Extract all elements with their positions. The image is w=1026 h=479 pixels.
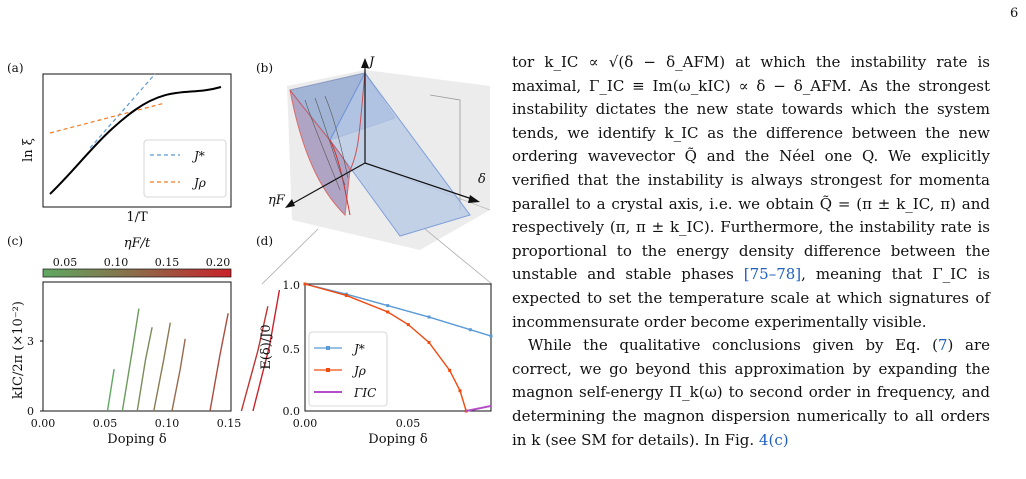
panel-d-xlabel: Doping δ	[368, 432, 428, 447]
panel-c-colorbar-label: ηF/t	[124, 236, 151, 251]
panel-d-legend-jstar: J*	[351, 342, 365, 356]
panel-d-marker	[448, 368, 452, 372]
panel-c-series-7	[252, 289, 281, 412]
panel-d-frame	[304, 283, 492, 412]
panel-d-xtick-1: 0.05	[396, 417, 421, 430]
panel-c-series-2	[136, 327, 153, 412]
panel-c-xlabel: Doping δ	[107, 432, 167, 447]
paragraph-2-mid: ) are correct, we go beyond this approxi…	[512, 336, 990, 449]
panel-c-series-0	[106, 369, 115, 412]
panel-c-xtick-3: 0.15	[217, 417, 242, 430]
figure-svg: (a) ln ξ 1/T J* Jρ (b) J δ ηF (c) ηF/t 0…	[7, 55, 493, 447]
panel-d-marker	[406, 323, 410, 327]
panel-c-series-4	[171, 338, 186, 412]
panel-d-marker	[458, 389, 462, 393]
panel-c-frame	[42, 281, 232, 412]
colorbar-tick-2: 0.15	[155, 256, 180, 269]
panel-a-legend-jrho: Jρ	[191, 176, 206, 190]
page-number: 6	[1010, 6, 1019, 21]
zoom-guide-left	[261, 228, 319, 285]
panel-b-axis-eta: ηF	[268, 193, 286, 208]
panel-d-marker	[468, 328, 472, 332]
panel-c-xticks: 0.00 0.05 0.10 0.15	[31, 417, 242, 430]
panel-d-series-0	[304, 283, 492, 337]
panel-a-jrho-line	[49, 102, 166, 134]
panel-c-lines	[106, 289, 281, 412]
zoom-guide-right	[424, 228, 493, 285]
panel-a-xi-curve	[49, 86, 222, 195]
panel-a-frame	[42, 73, 232, 208]
panel-d-legend-jstar-marker	[326, 346, 330, 350]
paragraph-2-start: While the qualitative conclusions given …	[528, 336, 938, 355]
panel-d-marker	[303, 282, 307, 286]
paragraph-1-text: tor k_IC ∝ √(δ − δ_AFM) at which the ins…	[512, 53, 990, 284]
panel-d-lines	[303, 282, 493, 413]
panel-a-legend	[143, 139, 227, 198]
panel-b-label: (b)	[256, 61, 273, 75]
paragraph-1: tor k_IC ∝ √(δ − δ_AFM) at which the ins…	[512, 51, 990, 334]
citation-link[interactable]: [75–78]	[743, 265, 802, 284]
colorbar-tick-1: 0.10	[104, 256, 129, 269]
panel-c-series-1	[121, 308, 140, 412]
panel-a-jstar-line	[89, 73, 156, 149]
panel-d-series-2	[465, 404, 492, 412]
panel-d-marker	[489, 334, 493, 338]
panel-d-series-1	[304, 283, 467, 412]
panel-a-ylabel: ln ξ	[21, 138, 36, 162]
panel-c-xtick-0: 0.00	[31, 417, 56, 430]
panel-d-ytick-1: 1.0	[283, 279, 301, 292]
panel-c-label: (c)	[7, 234, 23, 248]
panel-d-marker	[427, 315, 431, 319]
paragraph-1-end: , meaning that Γ_IC is expected to set t…	[512, 265, 990, 331]
equation-link[interactable]: 7	[937, 336, 948, 355]
panel-d-legend	[308, 331, 388, 407]
panel-c-colorbar-ticks: 0.05 0.10 0.15 0.20	[53, 256, 231, 269]
panel-d-legend-gamma: ΓIC	[353, 386, 376, 400]
panel-c-xtick-2: 0.10	[155, 417, 180, 430]
panel-c-series-3	[153, 322, 171, 412]
panel-b-3d-plot	[285, 58, 491, 250]
panel-d-marker	[427, 340, 431, 344]
figure-link[interactable]: 4(c)	[758, 430, 789, 449]
panel-c-colorbar	[42, 268, 232, 278]
figure-4: (a) ln ξ 1/T J* Jρ (b) J δ ηF (c) ηF/t 0…	[0, 0, 500, 479]
panel-d-yticks: 1.0 0.5 0.0	[283, 279, 301, 418]
panel-d-ytick-05: 0.5	[283, 343, 301, 356]
panel-d-label: (d)	[256, 234, 273, 248]
panel-d-legend-jrho-marker	[326, 368, 330, 372]
panel-b-axis-j: J	[366, 55, 375, 70]
paragraph-2: While the qualitative conclusions given …	[512, 334, 990, 452]
panel-d-ylabel: E(δ)/J0	[259, 324, 274, 369]
colorbar-tick-3: 0.20	[206, 256, 231, 269]
panel-d-ytick-0: 0.0	[283, 405, 301, 418]
panel-a-label: (a)	[7, 61, 24, 75]
panel-a-xlabel: 1/T	[126, 210, 148, 225]
colorbar-tick-0: 0.05	[53, 256, 78, 269]
panel-d-xtick-0: 0.00	[293, 417, 318, 430]
panel-c-series-5	[209, 313, 229, 412]
panel-b-axis-delta: δ	[478, 172, 486, 187]
panel-c-ytick-label-3: 3	[27, 335, 34, 348]
panel-d-marker	[344, 293, 348, 297]
panel-a-legend-jstar: J*	[191, 149, 205, 163]
panel-d-marker	[386, 310, 390, 314]
panel-c-ytick-label-0: 0	[27, 405, 34, 418]
panel-d-legend-jrho: Jρ	[351, 364, 366, 378]
panel-c-ylabel: kIC/2π (×10⁻²)	[11, 301, 26, 399]
body-text: tor k_IC ∝ √(δ − δ_AFM) at which the ins…	[512, 51, 990, 452]
panel-c-series-6	[240, 306, 269, 412]
panel-c-xtick-1: 0.05	[93, 417, 118, 430]
panel-d-marker	[386, 304, 390, 308]
